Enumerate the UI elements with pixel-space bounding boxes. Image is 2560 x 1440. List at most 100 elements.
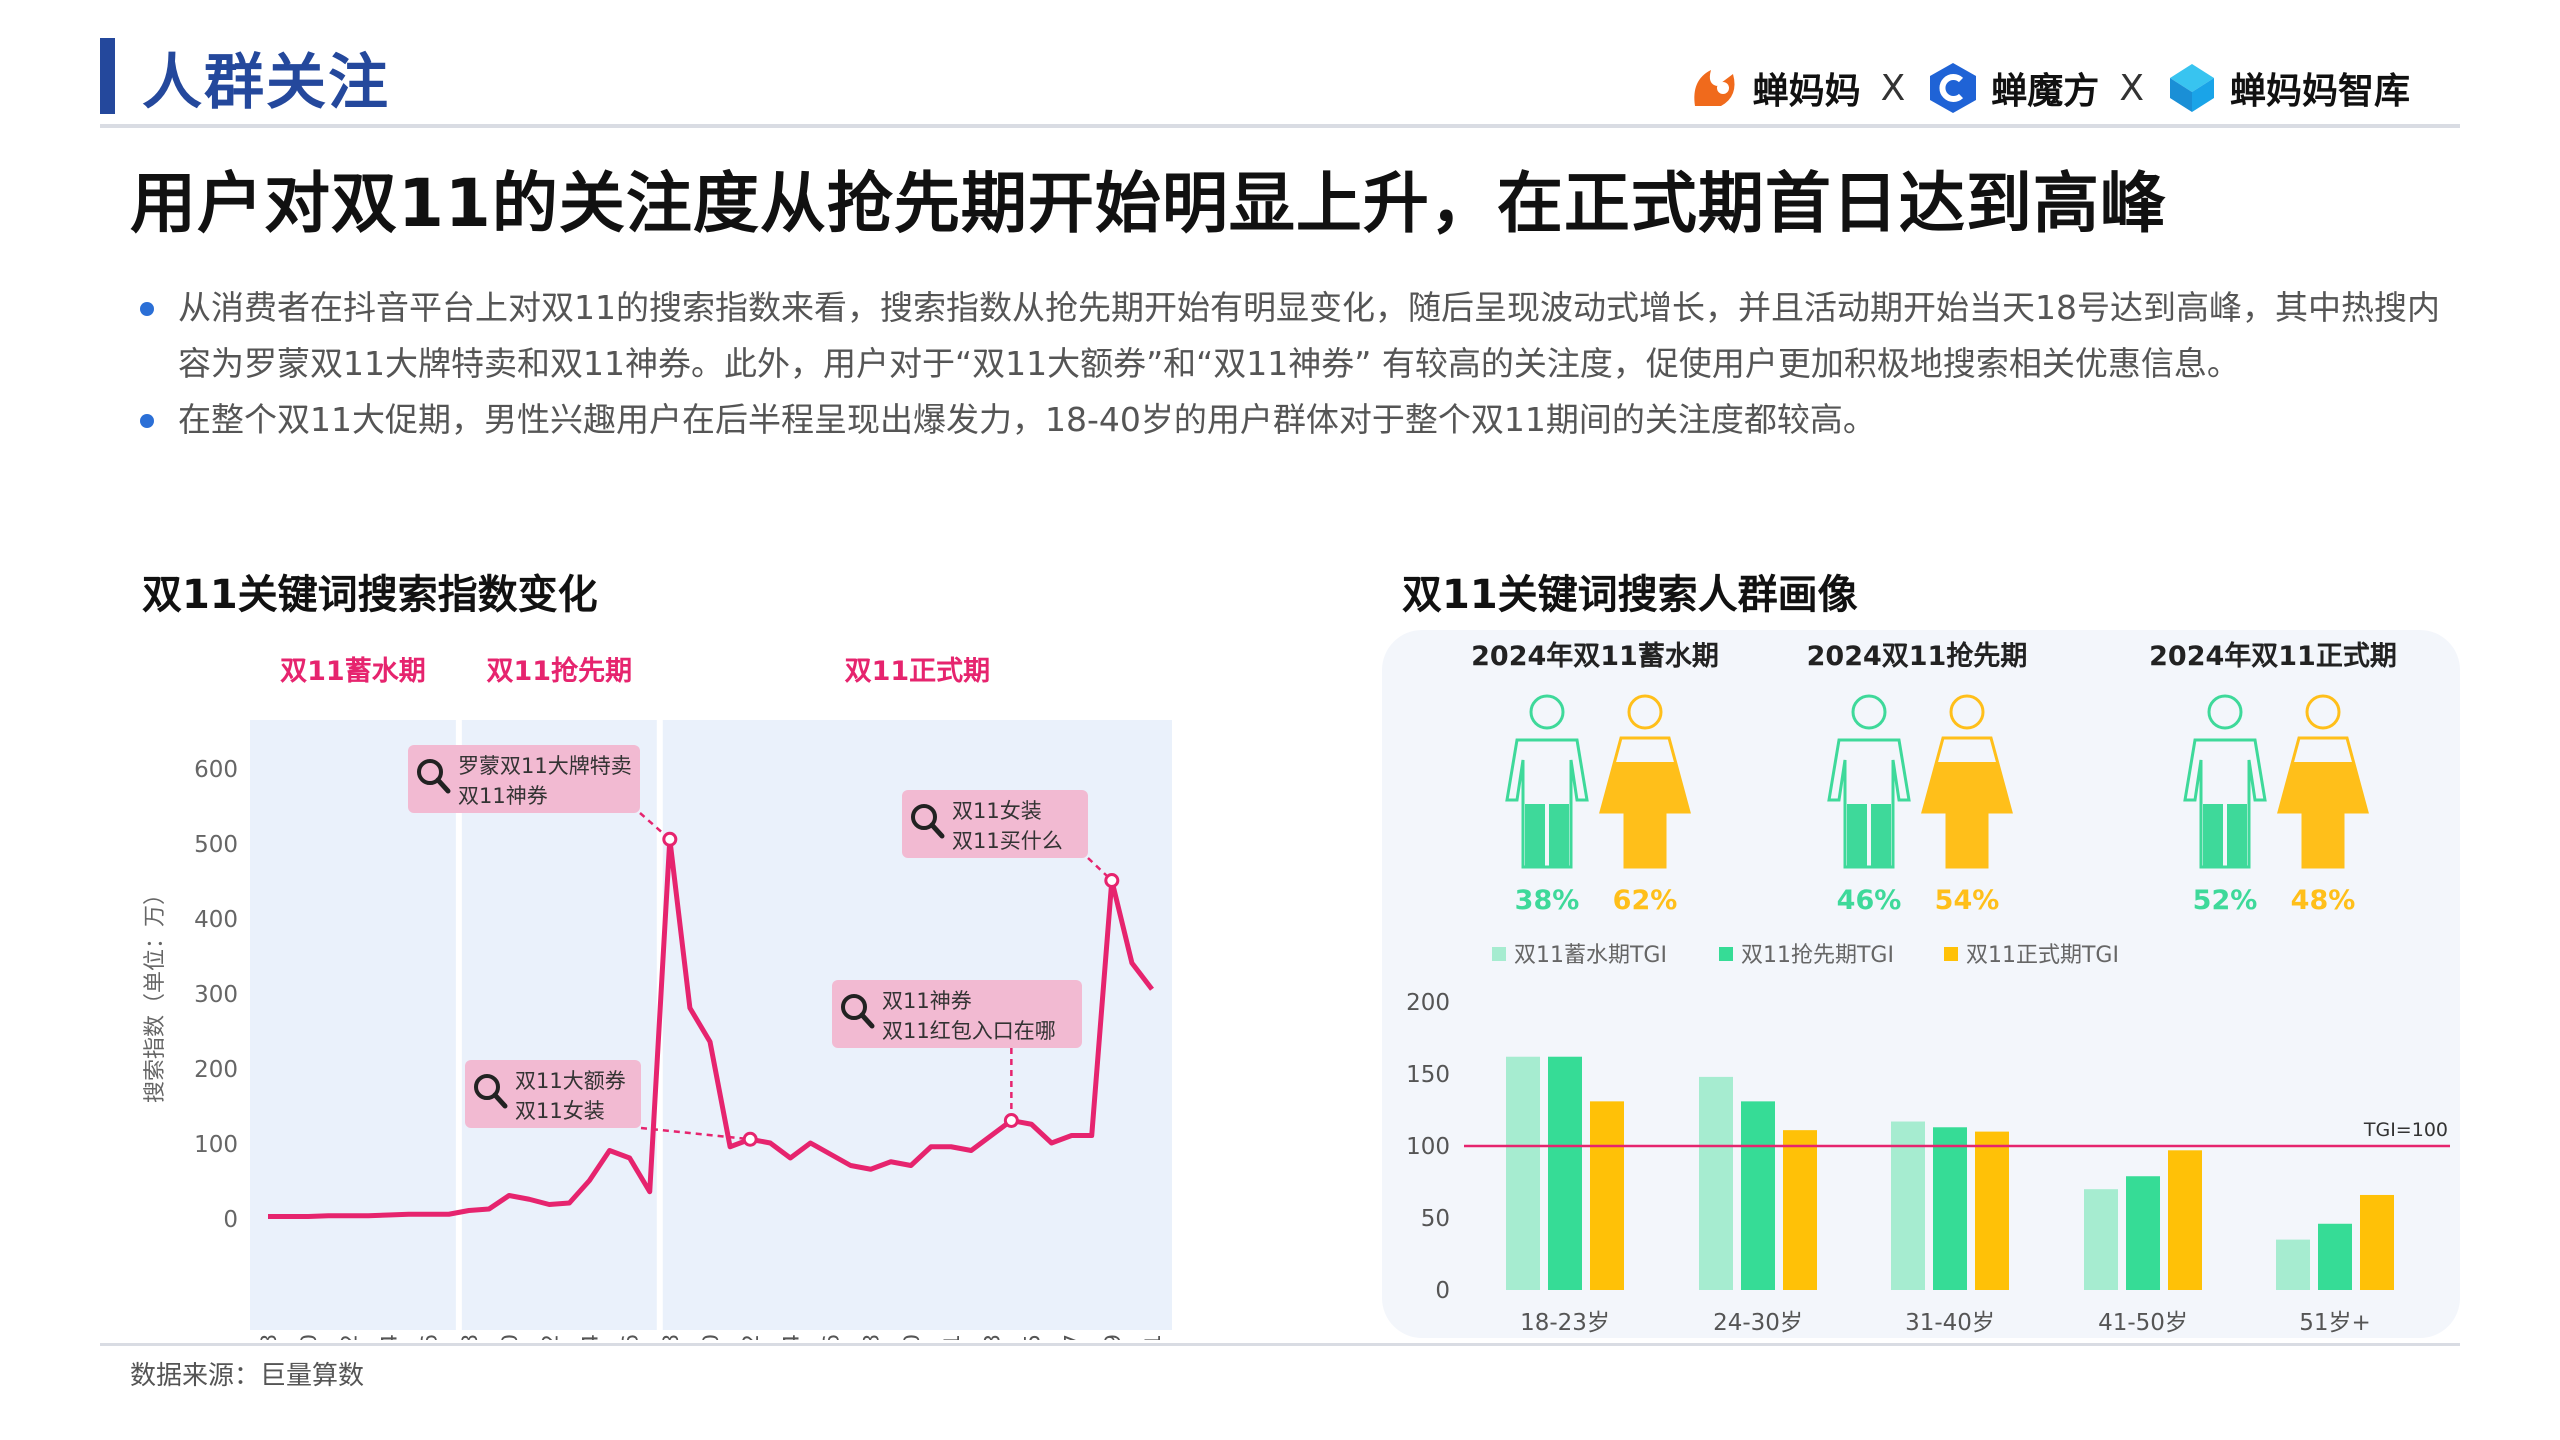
x-tick-label: 24-11-07 <box>1061 1334 1085 1340</box>
category-label: 41-50岁 <box>2098 1310 2188 1336</box>
annotation-text: 双11买什么 <box>952 829 1063 853</box>
x-tick-label: 24-11-01 <box>940 1334 964 1340</box>
male-icon-fill <box>2227 804 2247 867</box>
tgi-bar <box>1699 1076 1733 1290</box>
annotation-text: 双11大额券 <box>515 1069 626 1093</box>
legend-label: 双11抢先期TGI <box>1741 943 1894 968</box>
section-title: 人群关注 <box>142 48 390 118</box>
y-tick-label: 100 <box>194 1132 238 1158</box>
magnifier-icon-handle <box>929 822 945 839</box>
right-chart-title: 双11关键词搜索人群画像 <box>1402 572 1858 618</box>
male-share: 38% <box>1515 885 1580 916</box>
y-tick-label: 200 <box>194 1057 238 1083</box>
male-icon <box>1827 738 1911 869</box>
legend-swatch <box>1492 947 1506 961</box>
tgi-bar <box>1590 1101 1624 1290</box>
y-tick-label: 400 <box>194 907 238 933</box>
logo-chanmofang: 蝉魔方 <box>1925 60 2099 116</box>
magnifier-icon <box>841 994 867 1020</box>
y-tick-label: 100 <box>1406 1134 1450 1160</box>
page-headline: 用户对双11的关注度从抢先期开始明显上升，在正式期首日达到高峰 <box>130 165 2167 242</box>
female-share: 54% <box>1935 885 2000 916</box>
tgi-bar <box>1548 1056 1582 1290</box>
female-head <box>2305 694 2341 730</box>
male-head <box>2207 694 2243 730</box>
tgi-bar <box>2084 1189 2118 1290</box>
x-tick-label: 24-11-11 <box>1141 1334 1165 1340</box>
annotation-point <box>1104 873 1120 888</box>
annotation-text: 双11神券 <box>458 784 548 808</box>
tgi-bar <box>1783 1130 1817 1290</box>
annotation-text: 双11神券 <box>882 989 972 1013</box>
magnifier-icon <box>911 804 937 830</box>
female-share: 48% <box>2291 885 2356 916</box>
magnifier-icon-handle <box>435 777 451 794</box>
logo-separator: X <box>1880 67 1906 109</box>
magnifier-icon <box>417 759 443 785</box>
tgi-bar <box>1891 1121 1925 1290</box>
search-index-series <box>268 836 1154 1219</box>
y-tick-label: 600 <box>194 757 238 783</box>
male-icon <box>2183 738 2267 869</box>
x-tick-label: 24-10-24 <box>779 1334 803 1340</box>
chanmama-logo-icon <box>1693 70 1735 106</box>
gender-group: 2024年双11正式期 52% 48% <box>2149 640 2397 916</box>
female-head <box>1627 694 1663 730</box>
left-chart-title: 双11关键词搜索指数变化 <box>142 572 598 618</box>
gender-phase-title: 2024年双11正式期 <box>2149 640 2397 672</box>
male-icon-fill <box>1525 804 1545 867</box>
header-divider <box>100 124 2460 128</box>
category-label: 51岁+ <box>2299 1310 2371 1336</box>
x-tick-label: 24-10-08 <box>458 1334 482 1340</box>
tgi-bar <box>2318 1223 2352 1290</box>
male-share: 52% <box>2193 885 2258 916</box>
x-tick-label: 24-10-04 <box>378 1334 402 1340</box>
x-tick-label: 24-11-05 <box>1020 1334 1044 1340</box>
summary-bullet: 从消费者在抖音平台上对双11的搜索指数来看，搜索指数从抢先期开始有明显变化，随后… <box>140 280 2440 392</box>
x-tick-label: 24-10-06 <box>418 1334 442 1340</box>
phase-background <box>461 720 657 1330</box>
chanmama-zhiku-logo-icon <box>2169 64 2214 112</box>
logo-separator: X <box>2119 67 2144 109</box>
tgi-bar <box>2360 1194 2394 1290</box>
male-icon-fill <box>1549 804 1569 867</box>
female-head <box>1949 694 1985 730</box>
y-tick-label: 300 <box>194 982 238 1008</box>
phase-label: 双11抢先期 <box>487 655 633 687</box>
tgi-bar <box>1975 1131 2009 1290</box>
x-tick-label: 24-09-28 <box>257 1334 281 1340</box>
data-source: 数据来源：巨量算数 <box>130 1361 365 1391</box>
x-tick-label: 24-10-22 <box>739 1334 763 1340</box>
magnifier-icon-handle <box>492 1092 508 1109</box>
gender-group: 2024双11抢先期 46% 54% <box>1807 640 2028 916</box>
x-tick-label: 24-11-03 <box>980 1334 1004 1340</box>
magnifier-icon-handle <box>859 1012 875 1029</box>
chanmofang-logo-icon <box>1930 63 1977 113</box>
legend-swatch <box>1719 947 1733 961</box>
annotation-point <box>662 831 678 847</box>
logo-chanmama-text: 蝉妈妈 <box>1752 71 1861 112</box>
footer-divider <box>100 1343 2460 1346</box>
tgi-reference-label: TGI=100 <box>2363 1119 2448 1141</box>
male-share: 46% <box>1837 885 1902 916</box>
male-icon-fill <box>1871 804 1891 867</box>
gender-group: 2024年双11蓄水期 38% 62% <box>1471 640 1719 916</box>
logo-chanmama: 蝉妈妈 <box>1687 60 1861 116</box>
x-tick-label: 24-10-14 <box>578 1334 602 1340</box>
female-icon-fill <box>1601 762 1689 867</box>
phase-label: 双11蓄水期 <box>280 656 426 687</box>
tgi-bar <box>2276 1239 2310 1290</box>
logo-chanmama-zhiku-text: 蝉妈妈智库 <box>2229 71 2410 112</box>
partner-logos: 蝉妈妈 X 蝉魔方 X 蝉妈妈智库 <box>1687 58 2410 118</box>
annotation-box <box>465 1060 641 1128</box>
y-tick-label: 0 <box>223 1207 238 1233</box>
gender-phase-title: 2024双11抢先期 <box>1807 640 2028 672</box>
gender-phase-title: 2024年双11蓄水期 <box>1471 640 1719 672</box>
summary-bullet: 在整个双11大促期，男性兴趣用户在后半程呈现出爆发力，18-40岁的用户群体对于… <box>140 392 2440 448</box>
category-label: 18-23岁 <box>1520 1310 1610 1336</box>
summary-bullets: 从消费者在抖音平台上对双11的搜索指数来看，搜索指数从抢先期开始有明显变化，随后… <box>140 280 2440 448</box>
legend-swatch <box>1944 947 1958 961</box>
x-tick-label: 24-11-09 <box>1101 1334 1125 1340</box>
